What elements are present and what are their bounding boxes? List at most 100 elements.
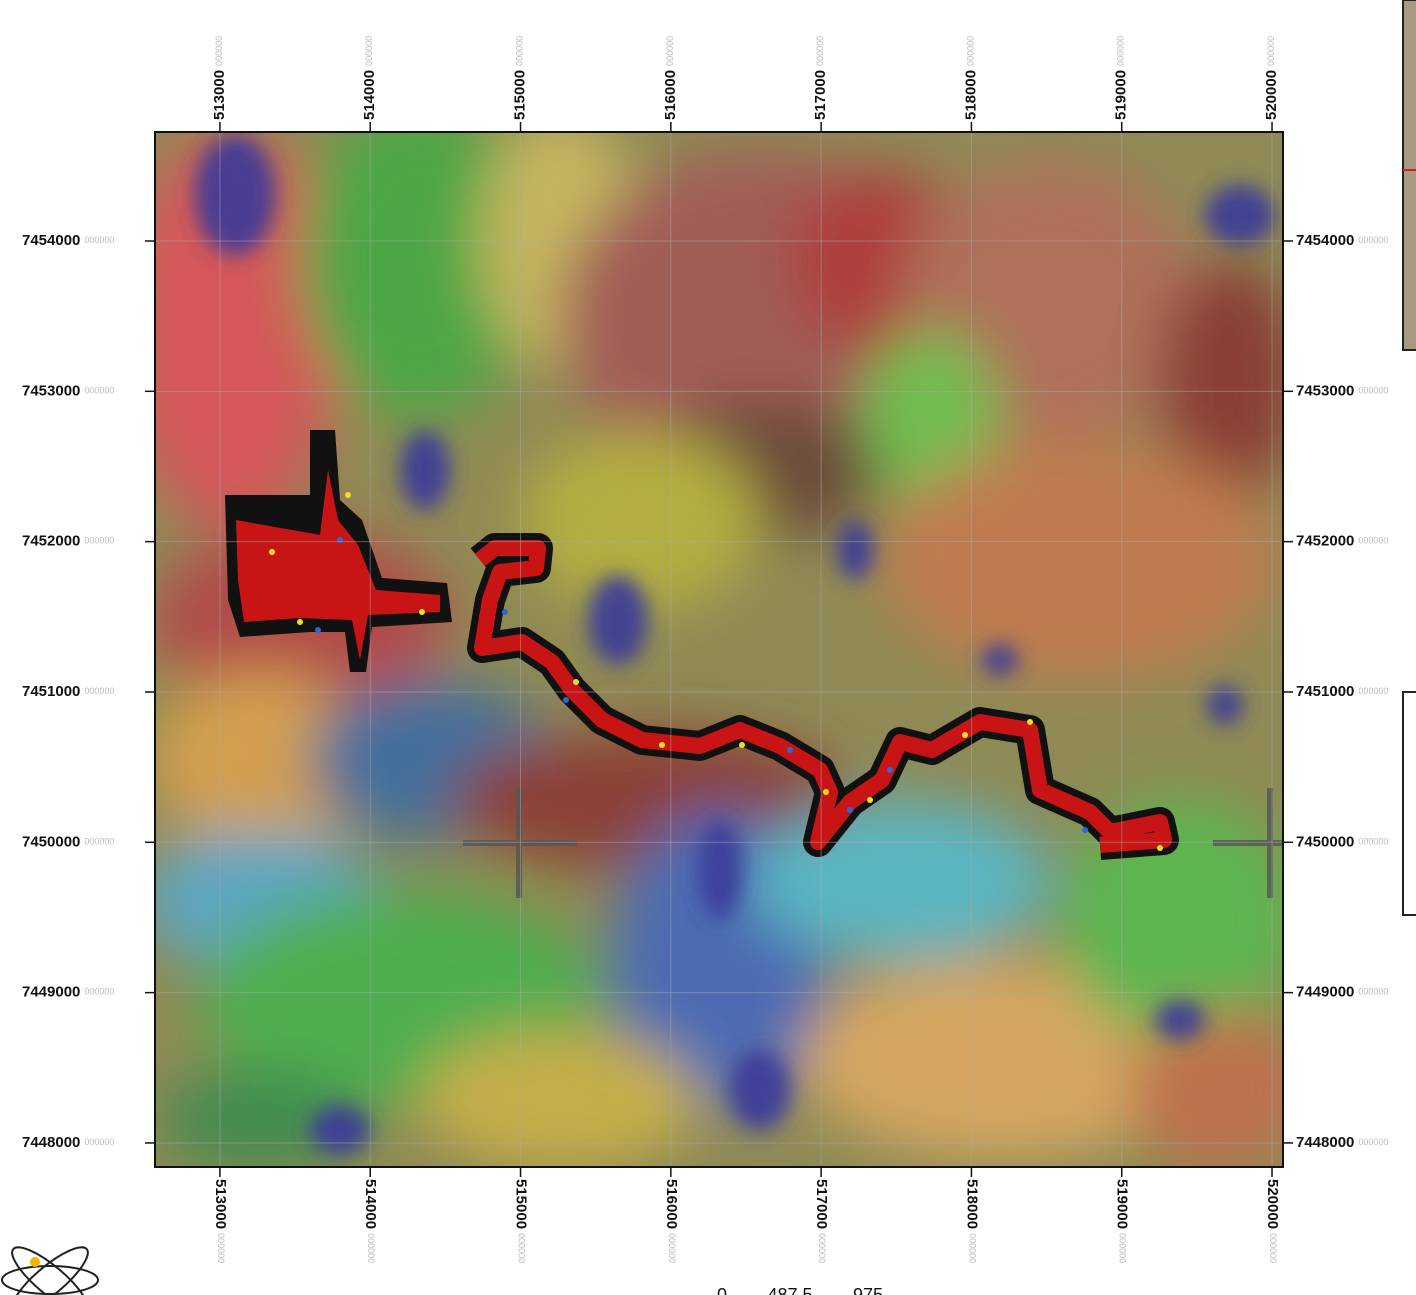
tick-suffix: 000000: [1116, 36, 1126, 66]
tick-label: 520000: [1263, 70, 1280, 120]
tick-label: 513000: [212, 1179, 229, 1229]
tick-label: 7449000: [22, 984, 80, 1001]
top-label: 520000 000000: [1263, 36, 1280, 120]
coordinate-label: 7454000 000000: [1296, 232, 1388, 249]
coordinate-label: 516000 000000: [662, 36, 679, 120]
top-label: 515000 000000: [511, 36, 528, 120]
coordinate-label: 519000 000000: [1114, 1179, 1131, 1263]
tick-label: 519000: [1114, 1179, 1131, 1229]
tick-suffix: 000000: [84, 386, 114, 396]
coordinate-label: 518000 000000: [962, 36, 979, 120]
coordinate-label: 513000 000000: [212, 1179, 229, 1263]
tick-label: 519000: [1113, 70, 1130, 120]
tick-label: 7448000: [22, 1134, 80, 1151]
tick-suffix: 000000: [516, 1233, 526, 1263]
tick-suffix: 000000: [1117, 1233, 1127, 1263]
bottom-label: 516000 000000: [663, 1179, 680, 1263]
top-label: 517000 000000: [812, 36, 829, 120]
coordinate-label: 7451000 000000: [22, 683, 114, 700]
legend-box: [1402, 691, 1416, 916]
coordinate-label: 517000 000000: [812, 36, 829, 120]
inset-map: [1402, 0, 1416, 351]
tick-label: 7451000: [1296, 683, 1354, 700]
coordinate-label: 7454000 000000: [22, 232, 114, 249]
tick-suffix: 000000: [1358, 235, 1388, 245]
tick-suffix: 000000: [1358, 987, 1388, 997]
coordinate-label: 513000 000000: [211, 36, 228, 120]
tick-label: 515000: [511, 70, 528, 120]
coordinate-label: 520000 000000: [1264, 1179, 1281, 1263]
tick-label: 516000: [663, 1179, 680, 1229]
tick-suffix: 000000: [967, 1233, 977, 1263]
tick-suffix: 000000: [1358, 536, 1388, 546]
tick-suffix: 000000: [366, 1233, 376, 1263]
tick-suffix: 000000: [1268, 1233, 1278, 1263]
tick-suffix: 000000: [1358, 1137, 1388, 1147]
tick-suffix: 000000: [1358, 837, 1388, 847]
tick-label: 7452000: [1296, 533, 1354, 550]
coordinate-label: 7453000 000000: [22, 382, 114, 399]
tick-suffix: 000000: [666, 1233, 676, 1263]
crosshair: [463, 788, 1283, 898]
top-label: 514000 000000: [361, 36, 378, 120]
tick-label: 7450000: [1296, 833, 1354, 850]
tick-suffix: 000000: [1358, 386, 1388, 396]
coordinate-label: 7449000 000000: [1296, 984, 1388, 1001]
logo: [1, 1246, 99, 1295]
coordinate-label: 7453000 000000: [1296, 382, 1388, 399]
coordinate-label: 515000 000000: [513, 1179, 530, 1263]
tick-label: 7453000: [1296, 382, 1354, 399]
bottom-label: 514000 000000: [362, 1179, 379, 1263]
tick-suffix: 000000: [816, 36, 826, 66]
coordinate-label: 520000 000000: [1263, 36, 1280, 120]
bottom-label: 515000 000000: [513, 1179, 530, 1263]
coordinate-label: 7448000 000000: [1296, 1134, 1388, 1151]
tick-label: 517000: [813, 1179, 830, 1229]
tick-label: 7452000: [22, 533, 80, 550]
tick-suffix: 000000: [817, 1233, 827, 1263]
tick-label: 516000: [662, 70, 679, 120]
coordinate-label: 7452000 000000: [22, 533, 114, 550]
coordinate-label: 514000 000000: [362, 1179, 379, 1263]
tick-label: 7454000: [1296, 232, 1354, 249]
tick-label: 517000: [812, 70, 829, 120]
top-label: 516000 000000: [662, 36, 679, 120]
bottom-label: 519000 000000: [1114, 1179, 1131, 1263]
scale-label: 0: [717, 1285, 727, 1295]
map-frame: [154, 131, 1284, 1168]
coordinate-label: 7449000 000000: [22, 984, 114, 1001]
tick-label: 514000: [361, 70, 378, 120]
tick-suffix: 000000: [84, 1137, 114, 1147]
coordinate-label: 516000 000000: [663, 1179, 680, 1263]
tick-suffix: 000000: [84, 837, 114, 847]
bottom-label: 513000 000000: [212, 1179, 229, 1263]
coordinate-label: 515000 000000: [511, 36, 528, 120]
tick-label: 514000: [362, 1179, 379, 1229]
tick-suffix: 000000: [1266, 36, 1276, 66]
coordinate-label: 519000 000000: [1113, 36, 1130, 120]
tick-suffix: 000000: [84, 686, 114, 696]
coordinate-label: 7452000 000000: [1296, 533, 1388, 550]
tick-suffix: 000000: [84, 235, 114, 245]
scale-label: 975: [853, 1285, 883, 1295]
coordinate-label: 517000 000000: [813, 1179, 830, 1263]
tick-label: 518000: [962, 70, 979, 120]
coordinate-label: 7451000 000000: [1296, 683, 1388, 700]
tick-suffix: 000000: [665, 36, 675, 66]
tick-suffix: 000000: [966, 36, 976, 66]
survey-track: [225, 430, 1179, 860]
raster: [155, 132, 1283, 1167]
tick-label: 515000: [513, 1179, 530, 1229]
tick-suffix: 000000: [214, 36, 224, 66]
tick-label: 7451000: [22, 683, 80, 700]
coordinate-label: 7448000 000000: [22, 1134, 114, 1151]
tick-label: 7454000: [22, 232, 80, 249]
tick-label: 7449000: [1296, 984, 1354, 1001]
coordinate-label: 518000 000000: [963, 1179, 980, 1263]
tick-suffix: 000000: [515, 36, 525, 66]
top-label: 519000 000000: [1113, 36, 1130, 120]
tick-label: 513000: [211, 70, 228, 120]
bottom-label: 520000 000000: [1264, 1179, 1281, 1263]
